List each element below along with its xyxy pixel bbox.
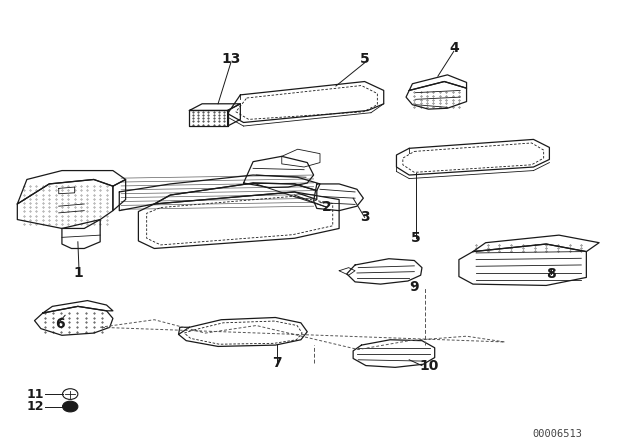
Text: 5: 5 (411, 231, 420, 245)
Text: 6: 6 (55, 317, 65, 331)
Text: 3: 3 (360, 210, 369, 224)
Text: 4: 4 (449, 41, 459, 55)
Text: 13: 13 (221, 52, 241, 66)
Text: 7: 7 (272, 356, 282, 370)
Text: 10: 10 (420, 358, 439, 373)
Text: 1: 1 (73, 266, 83, 280)
Text: 8: 8 (546, 267, 556, 281)
Text: 5: 5 (360, 52, 369, 66)
Text: 00006513: 00006513 (532, 429, 582, 439)
Text: 2: 2 (321, 200, 332, 214)
Circle shape (63, 401, 78, 412)
Text: 11: 11 (26, 388, 44, 401)
Text: 12: 12 (26, 400, 44, 413)
Text: 9: 9 (409, 280, 419, 294)
